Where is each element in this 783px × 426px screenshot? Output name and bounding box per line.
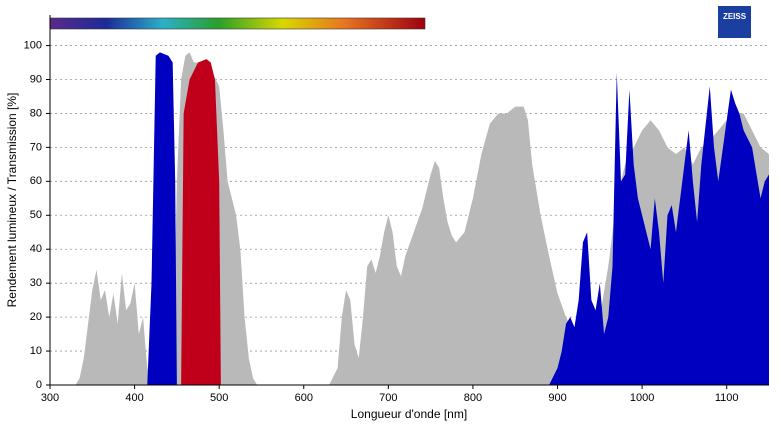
x-tick-label: 1000 — [630, 392, 654, 404]
x-tick-label: 900 — [548, 392, 566, 404]
y-tick-label: 80 — [30, 107, 42, 119]
y-axis-label: Rendement lumineux / Transmission [%] — [5, 93, 19, 308]
area — [147, 52, 769, 386]
y-tick-label: 0 — [36, 379, 42, 391]
y-tick-label: 40 — [30, 243, 42, 255]
y-tick-label: 70 — [30, 141, 42, 153]
logo: ZEISS — [723, 12, 747, 21]
area — [75, 52, 770, 386]
y-tick-label: 20 — [30, 311, 42, 323]
y-tick-label: 60 — [30, 175, 42, 187]
x-tick-label: 500 — [210, 392, 228, 404]
x-tick-label: 800 — [464, 392, 482, 404]
y-tick-label: 90 — [30, 73, 42, 85]
y-tick-label: 30 — [30, 277, 42, 289]
y-tick-label: 50 — [30, 209, 42, 221]
x-tick-label: 700 — [379, 392, 397, 404]
y-tick-label: 100 — [24, 39, 42, 51]
x-axis-label: Longueur d'onde [nm] — [351, 407, 467, 421]
x-tick-label: 600 — [295, 392, 313, 404]
y-tick-label: 10 — [30, 345, 42, 357]
x-tick-label: 1100 — [715, 392, 739, 404]
x-tick-label: 400 — [125, 392, 143, 404]
logo-box — [718, 6, 751, 38]
area — [181, 59, 221, 385]
spectrum-bar — [49, 17, 426, 30]
x-tick-label: 300 — [41, 392, 59, 404]
